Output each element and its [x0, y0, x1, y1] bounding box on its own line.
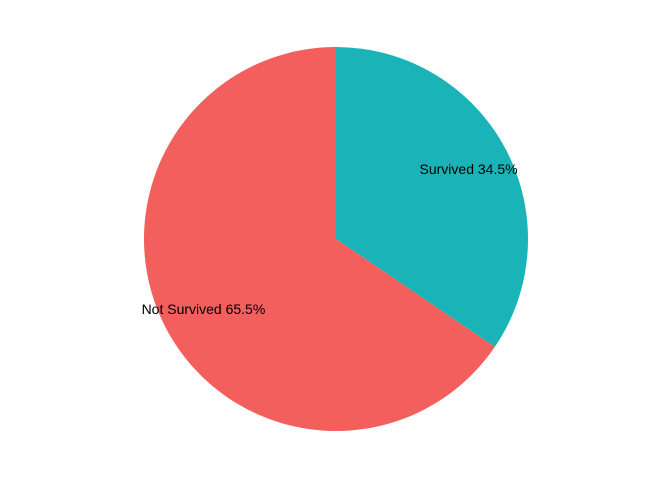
pie-slice-not-survived: [144, 47, 495, 431]
pie-slices: [144, 47, 529, 431]
pie-label-not-survived: Not Survived 65.5%: [142, 301, 266, 317]
pie-label-survived: Survived 34.5%: [420, 161, 518, 177]
pie-slice-survived: [336, 47, 529, 347]
pie-labels: Survived 34.5% Not Survived 65.5%: [142, 161, 518, 317]
